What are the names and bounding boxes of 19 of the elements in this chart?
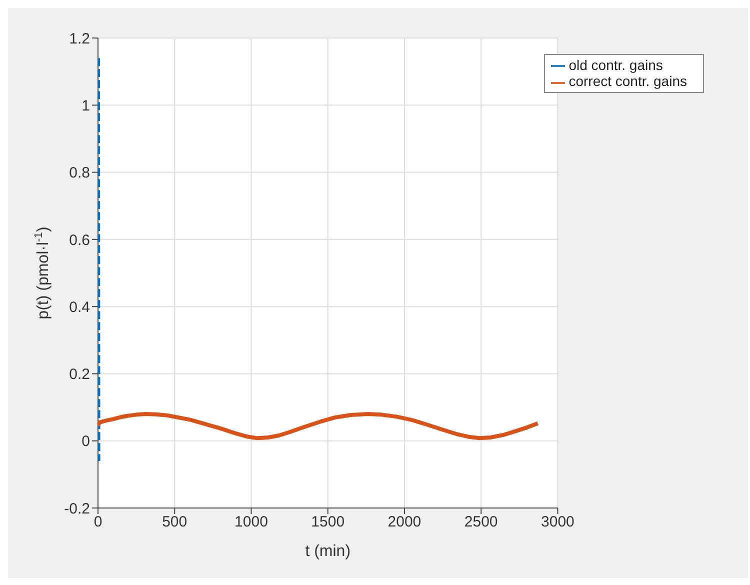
legend-label: old contr. gains: [568, 57, 663, 73]
legend-label: correct contr. gains: [568, 73, 687, 90]
y-tick-label: 1.2: [69, 30, 90, 48]
x-tick-label: 0: [94, 514, 102, 531]
x-tick-label: 1000: [234, 514, 268, 531]
x-axis-title: t (min): [305, 543, 351, 560]
x-tick-label: 1500: [311, 514, 345, 531]
line-series: [98, 412, 540, 440]
y-tick-label: -0.2: [64, 500, 90, 518]
x-tick-label: 2500: [464, 514, 498, 531]
y-tick-label: 0.4: [69, 298, 90, 316]
x-tick-label: 3000: [541, 514, 574, 531]
y-tick-label: 0.6: [69, 232, 90, 249]
x-tick-label: 2000: [388, 514, 422, 531]
y-tick-label: 1: [82, 97, 90, 114]
x-tick-label: 500: [162, 514, 188, 531]
y-tick-label: 0: [82, 433, 90, 450]
y-tick-label: 0.2: [69, 366, 90, 384]
y-tick-label: 0.8: [69, 164, 90, 182]
